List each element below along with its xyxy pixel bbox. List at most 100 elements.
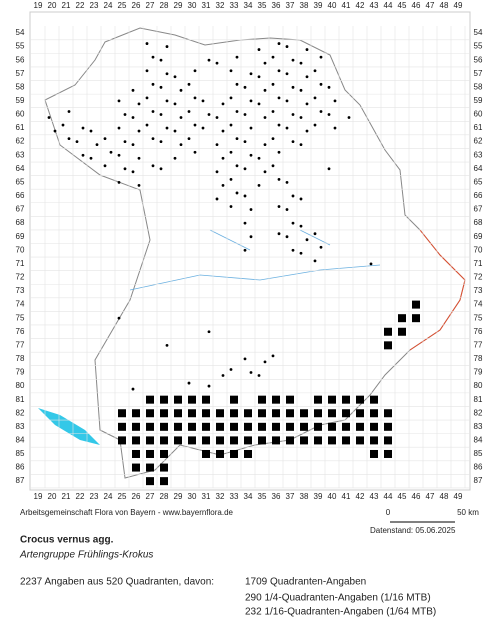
record-dot <box>145 123 149 127</box>
record-dot <box>291 194 295 198</box>
record-dot <box>285 126 289 130</box>
record-square <box>342 436 350 445</box>
record-dot <box>291 221 295 225</box>
record-dot <box>179 88 183 92</box>
record-square <box>300 409 308 418</box>
record-dot <box>67 110 71 113</box>
row-label: 84 <box>16 436 25 445</box>
column-label: 35 <box>258 1 267 10</box>
column-label: 28 <box>160 492 169 501</box>
record-dot <box>207 330 211 334</box>
record-dot <box>299 251 303 255</box>
record-dot <box>235 191 239 195</box>
record-dot <box>299 61 303 65</box>
record-square <box>230 409 238 418</box>
column-label: 47 <box>426 492 435 501</box>
record-dot <box>61 123 65 127</box>
column-label: 43 <box>370 1 379 10</box>
record-dot <box>249 235 253 239</box>
column-label: 38 <box>300 492 309 501</box>
record-dot <box>299 116 303 119</box>
row-label: 54 <box>16 28 25 37</box>
scale-end: 50 km <box>457 508 479 517</box>
record-square <box>216 422 224 431</box>
record-square <box>202 422 210 431</box>
record-dot <box>201 99 205 103</box>
row-label: 76 <box>474 327 483 336</box>
record-square <box>300 422 308 431</box>
record-dot <box>229 69 233 73</box>
record-dot <box>235 137 239 141</box>
row-label: 75 <box>474 313 483 322</box>
record-square <box>328 409 336 418</box>
row-label: 76 <box>16 327 25 336</box>
record-dot <box>263 88 267 92</box>
record-dot <box>215 197 219 201</box>
record-dot <box>187 137 191 141</box>
row-label: 62 <box>16 137 25 146</box>
record-square <box>244 449 252 458</box>
breakdown: 290 1/4-Quadranten-Angaben (1/16 MTB) <box>245 593 431 604</box>
record-dot <box>235 110 239 113</box>
record-square <box>412 300 420 309</box>
row-label: 74 <box>474 300 483 309</box>
record-dot <box>271 354 275 358</box>
record-dot <box>235 82 239 86</box>
record-dot <box>201 126 205 130</box>
row-label: 57 <box>16 69 25 78</box>
row-label: 56 <box>474 55 483 64</box>
row-label: 85 <box>474 449 483 458</box>
record-dot <box>75 140 79 144</box>
row-label: 58 <box>474 82 483 91</box>
record-dot <box>131 88 135 92</box>
summary: 2237 Angaben aus 520 Quadranten, davon: <box>20 577 214 588</box>
row-label: 82 <box>474 408 483 417</box>
column-label: 31 <box>202 1 211 10</box>
column-label: 48 <box>440 492 449 501</box>
row-label: 59 <box>16 96 25 105</box>
column-label: 22 <box>76 492 85 501</box>
record-dot <box>67 137 71 141</box>
record-square <box>300 436 308 445</box>
record-dot <box>215 170 219 174</box>
column-label: 30 <box>188 492 197 501</box>
record-square <box>272 409 280 418</box>
column-label: 19 <box>34 1 43 10</box>
column-label: 49 <box>454 492 463 501</box>
record-square <box>146 409 154 418</box>
row-label: 82 <box>16 408 25 417</box>
record-square <box>244 436 252 445</box>
record-square <box>272 422 280 431</box>
record-square <box>160 436 168 445</box>
record-dot <box>291 140 295 144</box>
record-square <box>132 449 140 458</box>
record-square <box>384 341 392 350</box>
row-label: 65 <box>16 177 25 186</box>
row-label: 59 <box>474 96 483 105</box>
record-dot <box>319 82 323 86</box>
row-label: 58 <box>16 82 25 91</box>
column-label: 41 <box>342 492 351 501</box>
record-dot <box>243 85 247 89</box>
record-dot <box>215 116 219 119</box>
row-label: 77 <box>16 340 25 349</box>
record-dot <box>249 126 253 130</box>
record-dot <box>291 58 295 62</box>
column-label: 40 <box>328 1 337 10</box>
record-square <box>188 436 196 445</box>
column-label: 24 <box>104 1 113 10</box>
row-label: 65 <box>474 177 483 186</box>
record-square <box>160 395 168 404</box>
row-label: 61 <box>16 123 25 132</box>
column-label: 40 <box>328 492 337 501</box>
column-label: 43 <box>370 492 379 501</box>
record-dot <box>193 150 197 154</box>
record-dot <box>131 116 135 119</box>
record-dot <box>271 82 275 86</box>
row-label: 71 <box>474 259 483 268</box>
row-label: 70 <box>474 245 483 254</box>
record-square <box>174 422 182 431</box>
record-dot <box>285 208 289 211</box>
record-dot <box>123 140 127 144</box>
row-label: 72 <box>16 273 25 282</box>
